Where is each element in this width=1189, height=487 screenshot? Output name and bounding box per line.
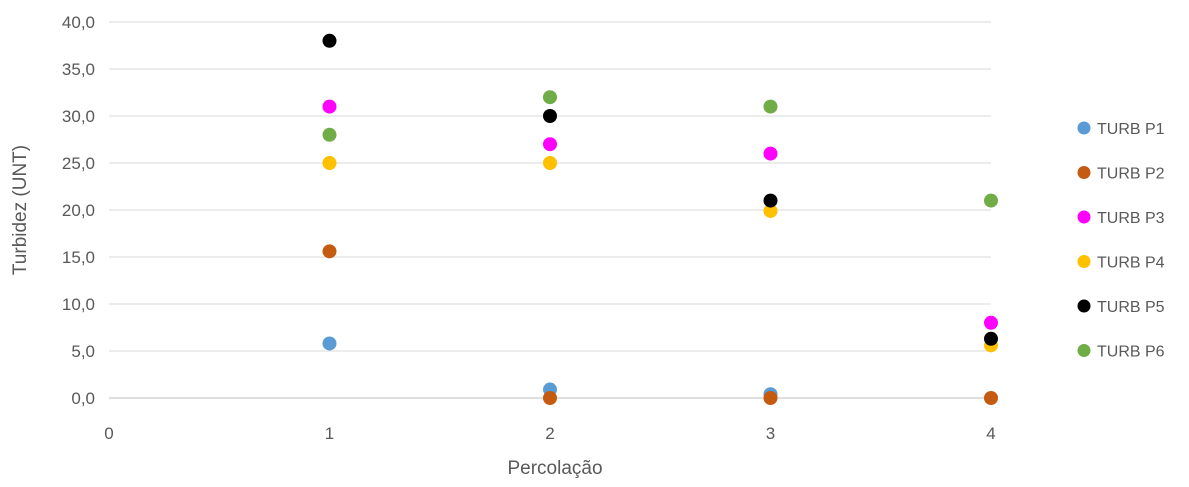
data-point: [763, 99, 778, 114]
legend-marker: [1077, 210, 1091, 224]
x-tick-label: 3: [766, 424, 775, 443]
legend-label: TURB P4: [1097, 255, 1165, 272]
legend-marker: [1077, 299, 1091, 313]
data-point: [543, 90, 557, 105]
legend-label: TURB P2: [1097, 166, 1165, 183]
legend-label: TURB P6: [1097, 344, 1165, 361]
y-axis-title: Turbidez (UNT): [10, 145, 31, 275]
data-point: [763, 193, 778, 208]
data-point: [322, 336, 337, 351]
data-points: [322, 33, 998, 405]
data-point: [984, 315, 998, 330]
legend-marker: [1077, 166, 1091, 179]
data-point: [984, 391, 998, 405]
x-tick-label: 4: [986, 424, 995, 443]
legend-marker: [1077, 344, 1091, 357]
data-point: [322, 33, 337, 48]
y-tick-label: 30,0: [62, 107, 95, 126]
y-tick-labels: 0,0 5,0 10,0 15,0 20,0 25,0 30,0 35,0 40,0: [62, 13, 95, 408]
y-tick-label: 20,0: [62, 201, 95, 220]
data-point: [543, 391, 557, 405]
data-point: [322, 156, 337, 170]
y-tick-label: 25,0: [62, 154, 95, 173]
y-tick-label: 35,0: [62, 60, 95, 79]
y-tick-label: 5,0: [71, 342, 95, 361]
data-point: [543, 109, 557, 123]
data-point: [984, 331, 998, 346]
legend-marker: [1077, 255, 1091, 268]
data-point: [322, 127, 337, 142]
legend: TURB P1 TURB P2 TURB P3 TURB P4 TURB P5 TURB …: [1077, 121, 1165, 361]
data-point: [763, 146, 778, 161]
y-tick-label: 0,0: [71, 389, 95, 408]
data-point: [322, 244, 337, 259]
data-point: [543, 137, 557, 152]
legend-label: TURB P1: [1097, 121, 1165, 138]
x-tick-label: 1: [325, 424, 334, 443]
legend-marker: [1077, 121, 1091, 135]
x-tick-labels: 0 1 2 3 4: [104, 424, 995, 443]
data-point: [763, 203, 778, 218]
data-point: [322, 99, 337, 114]
y-tick-label: 10,0: [62, 295, 95, 314]
legend-label: TURB P5: [1097, 299, 1165, 316]
x-tick-label: 0: [104, 424, 113, 443]
y-tick-label: 15,0: [62, 248, 95, 267]
data-point: [763, 391, 778, 405]
data-point: [984, 193, 998, 208]
grid-layer: [109, 21, 991, 399]
x-tick-label: 2: [545, 424, 554, 443]
y-tick-label: 40,0: [62, 13, 95, 32]
data-point: [543, 156, 557, 170]
legend-label: TURB P3: [1097, 210, 1165, 227]
x-axis-title: Percolação: [507, 458, 602, 479]
